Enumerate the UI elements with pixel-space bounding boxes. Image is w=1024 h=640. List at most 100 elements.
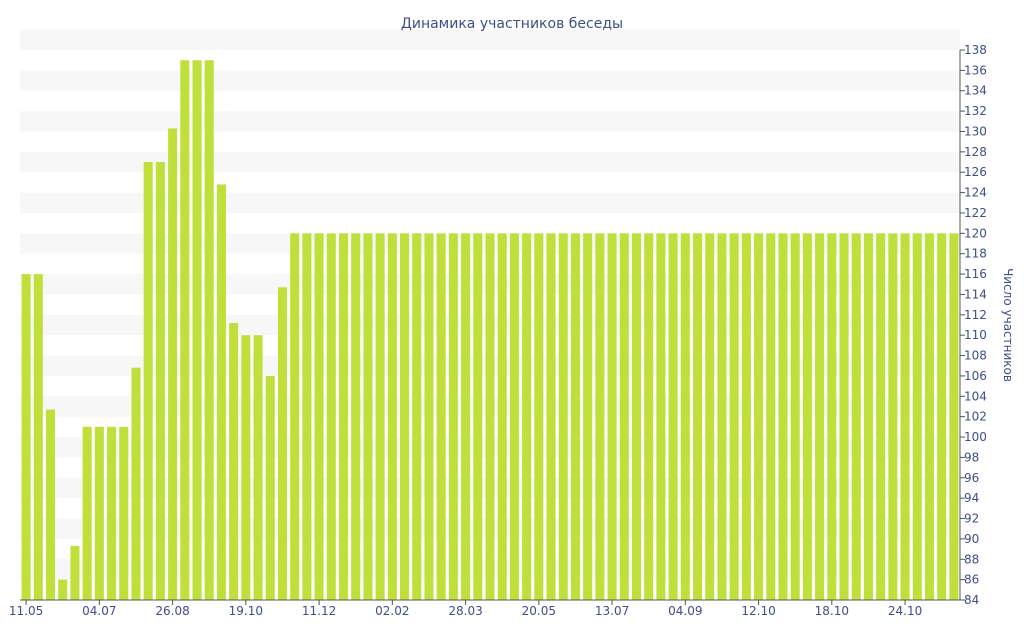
bar bbox=[107, 426, 117, 600]
x-tick-label: 11.05 bbox=[9, 604, 43, 618]
bar bbox=[204, 60, 214, 600]
bar bbox=[412, 233, 422, 600]
bar bbox=[656, 233, 666, 600]
bar bbox=[619, 233, 629, 600]
grid-band bbox=[20, 111, 960, 132]
bar bbox=[58, 579, 68, 600]
bar bbox=[754, 233, 764, 600]
y-tick-label: 122 bbox=[964, 206, 987, 220]
bar bbox=[387, 233, 397, 600]
y-tick-label: 96 bbox=[964, 471, 979, 485]
bar bbox=[924, 233, 934, 600]
x-tick-label: 11.12 bbox=[302, 604, 336, 618]
x-tick-label: 18.10 bbox=[815, 604, 849, 618]
y-tick-label: 120 bbox=[964, 226, 987, 240]
bar bbox=[436, 233, 446, 600]
bar bbox=[424, 233, 434, 600]
bar bbox=[693, 233, 703, 600]
bar bbox=[827, 233, 837, 600]
y-tick-label: 100 bbox=[964, 430, 987, 444]
bar-series bbox=[21, 60, 959, 601]
bar bbox=[546, 233, 556, 600]
y-tick-label: 138 bbox=[964, 43, 987, 57]
bar bbox=[229, 322, 239, 600]
bar bbox=[888, 233, 898, 600]
bar bbox=[180, 60, 190, 600]
bar bbox=[534, 233, 544, 600]
y-tick-label: 128 bbox=[964, 145, 987, 159]
bar bbox=[461, 233, 471, 600]
x-tick-label: 24.10 bbox=[888, 604, 922, 618]
bar bbox=[277, 287, 287, 600]
bar bbox=[155, 162, 165, 601]
bar bbox=[290, 233, 300, 600]
x-tick-label: 13.07 bbox=[595, 604, 629, 618]
bar bbox=[863, 233, 873, 600]
grid-band bbox=[20, 151, 960, 173]
x-axis: 11.05 04.07 26.08 19.10 11.12 02.02 28.03 20.05… bbox=[9, 599, 960, 618]
y-axis-label: Число участников bbox=[1001, 268, 1015, 382]
bar bbox=[216, 184, 226, 600]
y-tick-label: 86 bbox=[964, 573, 979, 587]
bar bbox=[21, 274, 31, 600]
bar bbox=[729, 233, 739, 600]
bar bbox=[802, 233, 812, 600]
bar bbox=[790, 233, 800, 600]
chart-title: Динамика участников беседы bbox=[401, 16, 623, 32]
y-tick-label: 134 bbox=[964, 84, 987, 98]
y-tick-label: 114 bbox=[964, 287, 987, 301]
y-tick-label: 130 bbox=[964, 124, 987, 138]
y-tick-label: 132 bbox=[964, 104, 987, 118]
bar bbox=[815, 233, 825, 600]
bar bbox=[351, 233, 361, 600]
x-tick-label: 12.10 bbox=[741, 604, 775, 618]
bar bbox=[497, 233, 507, 600]
bar bbox=[46, 409, 56, 600]
bar bbox=[33, 274, 43, 600]
y-tick-label: 84 bbox=[964, 593, 979, 607]
bar bbox=[143, 162, 153, 601]
y-tick-label: 124 bbox=[964, 186, 987, 200]
y-tick-label: 116 bbox=[964, 267, 987, 281]
bar bbox=[607, 233, 617, 600]
bar bbox=[326, 233, 336, 600]
bar bbox=[937, 233, 947, 600]
y-tick-label: 92 bbox=[964, 512, 979, 526]
bar bbox=[400, 233, 410, 600]
bar bbox=[375, 233, 385, 600]
y-tick-label: 104 bbox=[964, 389, 987, 403]
bar bbox=[851, 233, 861, 600]
bar bbox=[680, 233, 690, 600]
bar bbox=[778, 233, 788, 600]
x-tick-label: 04.07 bbox=[82, 604, 116, 618]
bar bbox=[70, 546, 80, 600]
y-tick-label: 136 bbox=[964, 63, 987, 77]
y-tick-label: 118 bbox=[964, 247, 987, 261]
y-axis: 84 86 88 90 92 94 96 98 100 102 104 106 108 110 112 114… bbox=[959, 43, 987, 607]
x-tick-label: 04.09 bbox=[668, 604, 702, 618]
bar bbox=[253, 335, 263, 600]
bar bbox=[338, 233, 349, 600]
bar bbox=[265, 375, 275, 600]
bar bbox=[82, 426, 92, 600]
x-tick-label: 26.08 bbox=[155, 604, 189, 618]
grid-band bbox=[20, 70, 960, 91]
bar bbox=[558, 233, 568, 600]
bar bbox=[509, 233, 519, 600]
bar bbox=[241, 335, 251, 600]
bar bbox=[741, 233, 751, 600]
y-tick-label: 88 bbox=[964, 552, 979, 566]
bar bbox=[839, 233, 849, 600]
bar bbox=[766, 233, 776, 600]
bar bbox=[94, 426, 104, 600]
bar bbox=[131, 367, 141, 600]
y-tick-label: 94 bbox=[964, 491, 979, 505]
y-tick-label: 90 bbox=[964, 532, 979, 546]
y-tick-label: 106 bbox=[964, 369, 987, 383]
grid-band bbox=[20, 192, 960, 213]
bar bbox=[119, 426, 129, 600]
bar bbox=[363, 233, 373, 600]
bar bbox=[631, 233, 642, 600]
bar bbox=[522, 233, 532, 600]
